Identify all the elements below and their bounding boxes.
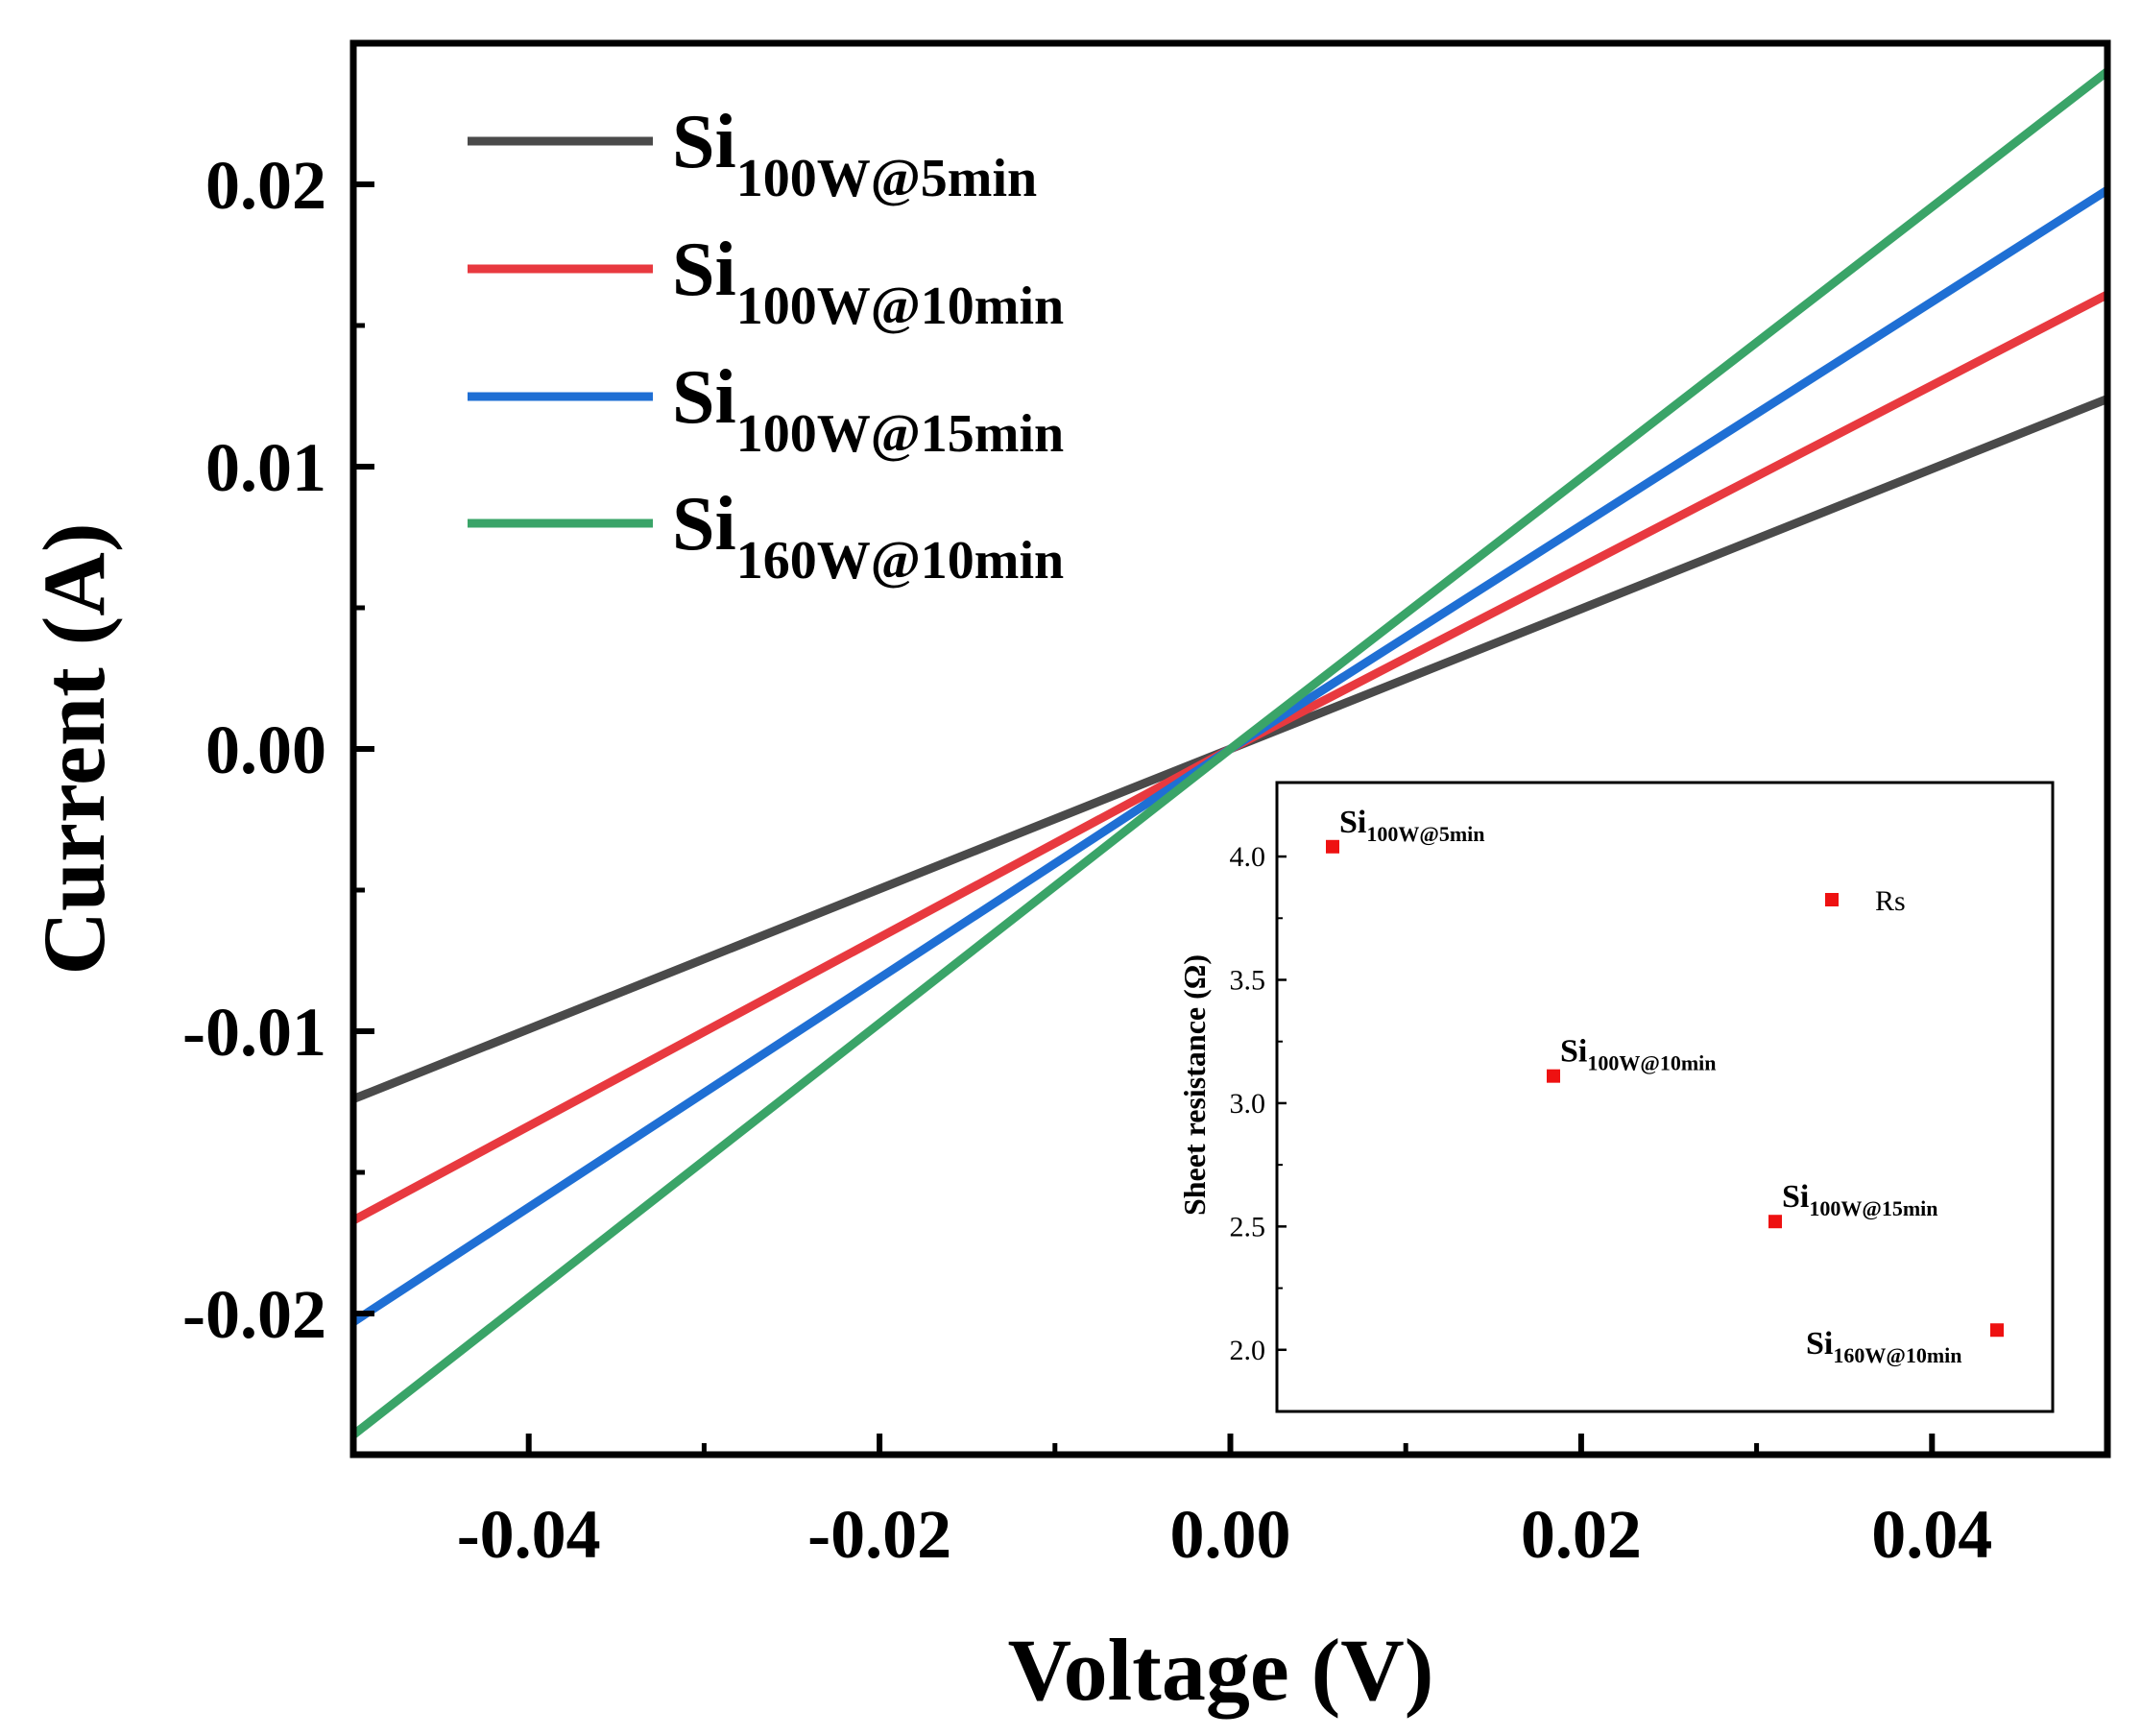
legend-label-2: Si100W@10min (672, 228, 1064, 336)
series-lines (353, 67, 2107, 1438)
inset-y-tick-label: 3.0 (1230, 1088, 1266, 1120)
x-axis-title: Voltage (V) (1008, 1621, 1434, 1719)
y-tick-label: 0.00 (205, 711, 326, 788)
x-tick-label: 0.00 (1170, 1496, 1291, 1573)
series-line-4 (353, 67, 2107, 1438)
main-plot: -0.04 -0.02 0.00 0.02 0.04 0.02 0.01 0.00 -0.01 -… (25, 39, 2111, 1719)
inset-point-label: Si100W@10min (1560, 1034, 1717, 1075)
x-tick-label: -0.02 (807, 1496, 951, 1573)
legend: Si100W@5min Si100W@10min Si100W@15min Si160… (468, 100, 1064, 591)
inset-y-tick-label: 2.0 (1230, 1335, 1266, 1366)
x-tick-label: 0.02 (1521, 1496, 1642, 1573)
inset-y-tick-label: 3.5 (1230, 964, 1266, 996)
y-tick-label: -0.02 (182, 1276, 326, 1353)
inset-legend-label: Rs (1875, 885, 1906, 917)
legend-label-1: Si100W@5min (672, 100, 1037, 208)
inset-y-tick-label: 2.5 (1230, 1211, 1266, 1242)
inset-data-point (1990, 1323, 2004, 1338)
y-tick-label: 0.02 (205, 147, 326, 224)
y-axis-title: Current (A) (25, 523, 123, 976)
y-tick-label: 0.01 (205, 429, 326, 506)
inset-data-point (1547, 1069, 1560, 1083)
x-tick-label: 0.04 (1871, 1496, 1992, 1573)
legend-label-4: Si160W@10min (672, 482, 1064, 591)
inset-point-label: Si100W@5min (1339, 805, 1485, 846)
inset-legend-marker (1825, 893, 1839, 906)
inset-point-label: Si100W@15min (1782, 1179, 1938, 1220)
inset-y-tick-label: 4.0 (1230, 841, 1266, 873)
y-tick-label: -0.01 (182, 994, 326, 1071)
inset-plot: 4.0 3.5 3.0 2.5 2.0 Sheet resistance (Ω) Rs Si1… (1177, 781, 2055, 1413)
legend-label-3: Si100W@15min (672, 355, 1064, 464)
inset-y-axis-title: Sheet resistance (Ω) (1177, 954, 1212, 1216)
inset-frame (1275, 781, 2055, 1413)
inset-data-point (1326, 839, 1339, 854)
inset-point-label: Si160W@10min (1806, 1326, 1962, 1367)
inset-data-point (1768, 1215, 1782, 1229)
x-tick-label: -0.04 (457, 1496, 601, 1573)
